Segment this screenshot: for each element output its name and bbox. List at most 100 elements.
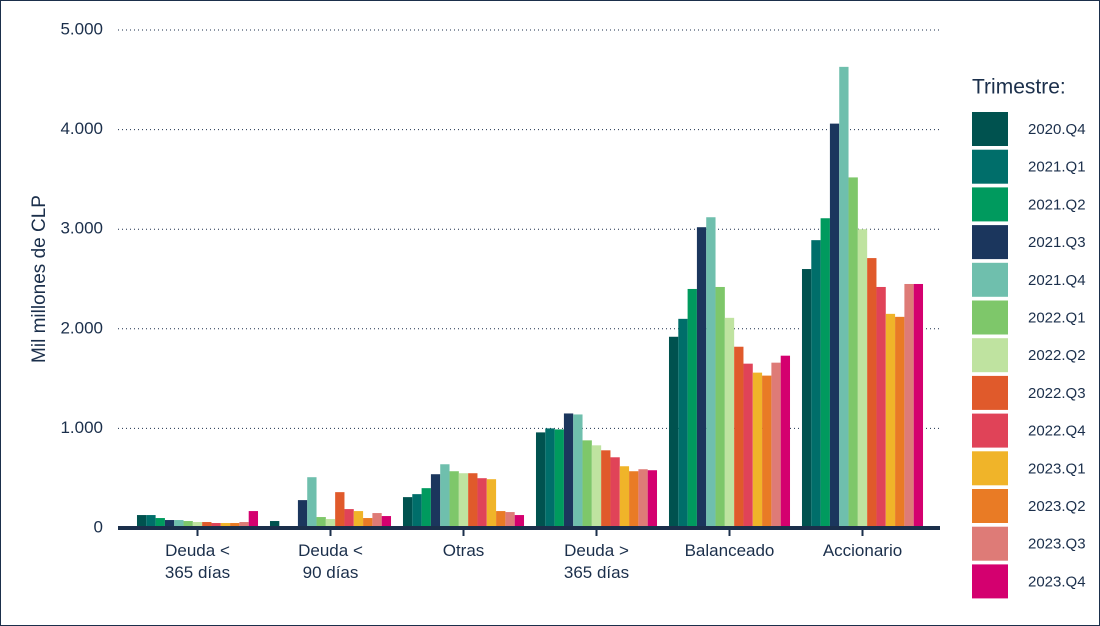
bar <box>297 500 308 528</box>
legend-swatch <box>972 262 1008 297</box>
legend-swatch <box>972 526 1008 561</box>
bar <box>325 519 336 528</box>
x-tick-label: Deuda < 90 días <box>298 541 363 582</box>
bar <box>514 515 525 528</box>
x-tick-line: Deuda < <box>298 541 363 560</box>
legend-swatch <box>972 375 1008 410</box>
bar <box>248 511 259 528</box>
bar <box>535 432 546 528</box>
bar <box>554 429 564 528</box>
legend-label: 2023.Q2 <box>1028 498 1086 515</box>
x-tick-label: Accionario <box>823 541 902 560</box>
bar <box>381 516 392 528</box>
x-tick-line: Balanceado <box>685 541 775 560</box>
bar <box>839 66 849 529</box>
x-tick-line: 90 días <box>303 563 359 582</box>
legend-swatch <box>972 451 1008 486</box>
bar <box>335 492 345 528</box>
bar <box>668 336 679 528</box>
x-tick-line: Accionario <box>823 541 902 560</box>
bar <box>545 428 555 528</box>
legend-swatch <box>972 489 1008 523</box>
bar <box>857 229 868 528</box>
bar <box>344 509 354 528</box>
y-tick-label: 5.000 <box>60 19 103 38</box>
x-tick-line: Deuda > <box>564 541 629 560</box>
legend-label: 2022.Q1 <box>1028 309 1086 326</box>
bar <box>239 522 249 528</box>
bar <box>647 470 658 528</box>
bar <box>316 517 326 528</box>
bar <box>477 478 487 528</box>
bar <box>687 288 697 528</box>
legend-swatch <box>972 300 1008 335</box>
bar <box>505 512 515 528</box>
bar <box>780 355 791 528</box>
legend-label: 2021.Q3 <box>1028 234 1086 251</box>
x-tick-line: 365 días <box>564 563 629 582</box>
y-tick-label: 4.000 <box>60 119 103 138</box>
bar <box>146 515 156 528</box>
y-axis-title: Mil millones de CLP <box>29 195 50 363</box>
legend-label: 2021.Q1 <box>1028 159 1086 176</box>
bar <box>269 521 280 528</box>
bar <box>402 497 413 528</box>
bar <box>591 445 602 528</box>
bar <box>155 518 165 528</box>
bar <box>430 474 441 528</box>
bar <box>458 473 469 528</box>
legend-swatch <box>972 187 1008 222</box>
bar <box>820 218 830 528</box>
legend-label: 2021.Q2 <box>1028 196 1086 213</box>
bar <box>136 515 147 528</box>
x-tick-line: Otras <box>443 541 485 560</box>
bar <box>449 471 459 528</box>
bar <box>363 518 373 528</box>
bar <box>638 469 648 528</box>
bar <box>867 258 877 528</box>
bar <box>220 523 231 528</box>
bar <box>211 523 221 528</box>
bar <box>771 362 781 528</box>
x-tick-label: Deuda < 365 días <box>165 541 230 582</box>
bar <box>563 413 574 528</box>
legend-label: 2023.Q3 <box>1028 536 1086 553</box>
bar <box>372 513 382 528</box>
bar <box>696 227 707 528</box>
bar <box>164 520 175 528</box>
bar <box>678 318 688 528</box>
bar <box>885 313 896 528</box>
bar <box>307 477 317 528</box>
bar <box>629 471 639 528</box>
bar <box>468 473 478 528</box>
bar <box>230 523 240 528</box>
y-tick-label: 1.000 <box>60 418 103 437</box>
legend-swatch <box>972 413 1008 448</box>
bar <box>752 372 763 528</box>
legend-swatch <box>972 112 1008 146</box>
legend-label: 2023.Q4 <box>1028 573 1086 590</box>
x-tick-label: Otras <box>443 541 485 560</box>
legend-label: 2022.Q4 <box>1028 423 1086 440</box>
bar <box>876 286 886 528</box>
bar <box>811 240 821 528</box>
legend-swatch <box>972 564 1008 599</box>
y-tick-label: 3.000 <box>60 219 103 238</box>
bar <box>619 466 630 528</box>
legend-swatch <box>972 338 1008 373</box>
legend-label: 2022.Q3 <box>1028 385 1086 402</box>
bar <box>486 479 497 528</box>
y-tick-label: 2.000 <box>60 318 103 337</box>
bar <box>496 511 506 528</box>
bar <box>829 123 840 529</box>
bar <box>610 457 620 528</box>
bar <box>582 440 592 528</box>
legend-label: 2022.Q2 <box>1028 347 1086 364</box>
x-tick-label: Deuda > 365 días <box>564 541 629 582</box>
bar <box>601 450 611 528</box>
legend-label: 2023.Q1 <box>1028 460 1086 477</box>
bar <box>440 464 450 528</box>
legend-swatch <box>972 225 1008 260</box>
